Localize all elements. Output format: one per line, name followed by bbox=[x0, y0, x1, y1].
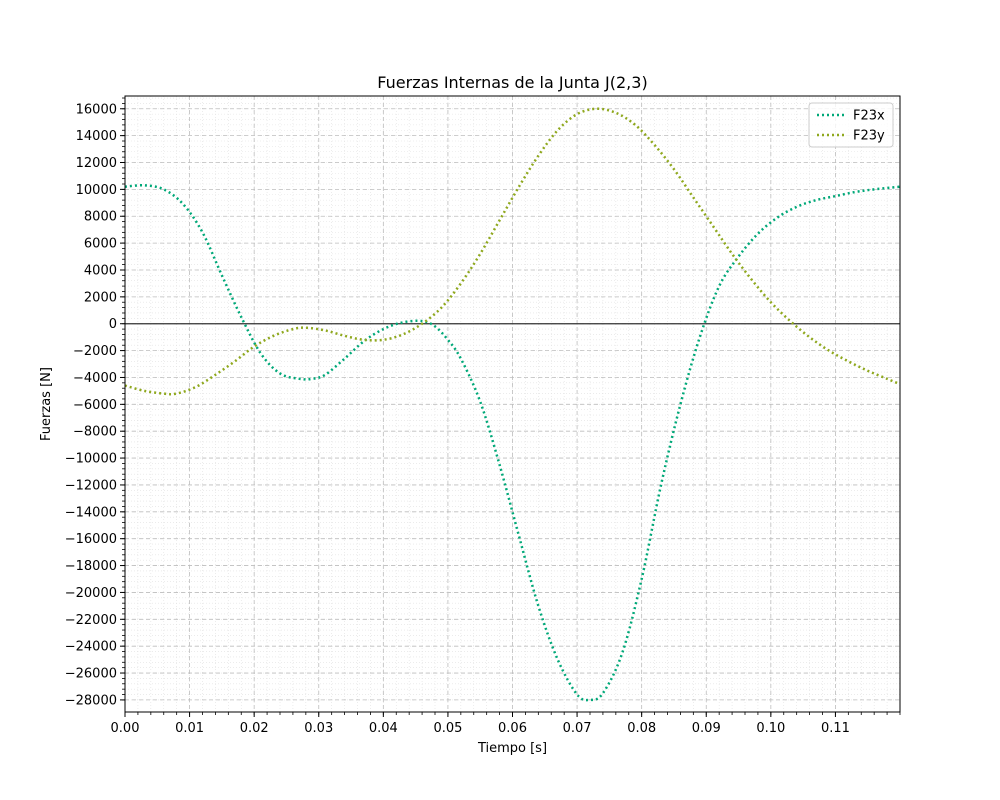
x-axis-ticks: 0.00 0.01 0.02 0.03 0.04 0.05 0.06 0.07 0.08 0.09… bbox=[111, 712, 901, 736]
y-tick-label: 4000 bbox=[84, 263, 117, 278]
x-tick-label: 0.01 bbox=[175, 721, 204, 736]
y-tick-label: −4000 bbox=[73, 371, 117, 386]
legend: F23x F23y bbox=[808, 102, 894, 148]
x-tick-label: 0.02 bbox=[240, 721, 269, 736]
x-tick-label: 0.10 bbox=[756, 721, 785, 736]
x-tick-label: 0.05 bbox=[433, 721, 462, 736]
y-tick-label: −20000 bbox=[65, 586, 117, 601]
y-tick-label: −18000 bbox=[65, 559, 117, 574]
x-tick-label: 0.08 bbox=[627, 721, 656, 736]
legend-box bbox=[808, 102, 894, 148]
y-tick-label: 10000 bbox=[76, 183, 117, 198]
y-tick-label: −10000 bbox=[65, 452, 117, 467]
y-tick-label: 16000 bbox=[76, 102, 117, 117]
y-tick-label: −26000 bbox=[65, 667, 117, 682]
y-axis-ticks: 16000 14000 12000 10000 8000 6000 4000 2000 0 −20… bbox=[65, 97, 125, 708]
x-tick-label: 0.03 bbox=[304, 721, 333, 736]
x-tick-label: 0.00 bbox=[111, 721, 140, 736]
y-tick-label: 2000 bbox=[84, 290, 117, 305]
series-line-f23y bbox=[124, 107, 901, 396]
legend-label-f23x: F23x bbox=[853, 109, 885, 124]
y-tick-label: 14000 bbox=[76, 129, 117, 144]
y-tick-label: −2000 bbox=[73, 344, 117, 359]
y-tick-label: −8000 bbox=[73, 425, 117, 440]
x-tick-label: 0.07 bbox=[563, 721, 592, 736]
chart-title: Fuerzas Internas de la Junta J(2,3) bbox=[377, 73, 647, 92]
major-grid bbox=[124, 96, 900, 712]
y-tick-label: 6000 bbox=[84, 237, 117, 252]
y-tick-label: −28000 bbox=[65, 693, 117, 708]
y-tick-label: −14000 bbox=[65, 505, 117, 520]
x-tick-label: 0.06 bbox=[498, 721, 527, 736]
y-tick-label: 8000 bbox=[84, 210, 117, 225]
y-tick-label: −6000 bbox=[73, 398, 117, 413]
series-layer bbox=[124, 107, 901, 702]
y-tick-label: 12000 bbox=[76, 156, 117, 171]
series-line-f23x bbox=[124, 184, 901, 702]
y-tick-label: −24000 bbox=[65, 640, 117, 655]
x-tick-label: 0.09 bbox=[692, 721, 721, 736]
x-axis-label: Tiempo [s] bbox=[477, 741, 547, 756]
legend-label-f23y: F23y bbox=[853, 129, 885, 144]
y-tick-label: −22000 bbox=[65, 613, 117, 628]
y-tick-label: −12000 bbox=[65, 478, 117, 493]
y-tick-label: 0 bbox=[109, 317, 117, 332]
y-axis-label: Fuerzas [N] bbox=[39, 367, 54, 441]
y-tick-label: −16000 bbox=[65, 532, 117, 547]
x-tick-label: 0.11 bbox=[821, 721, 850, 736]
x-tick-label: 0.04 bbox=[369, 721, 398, 736]
